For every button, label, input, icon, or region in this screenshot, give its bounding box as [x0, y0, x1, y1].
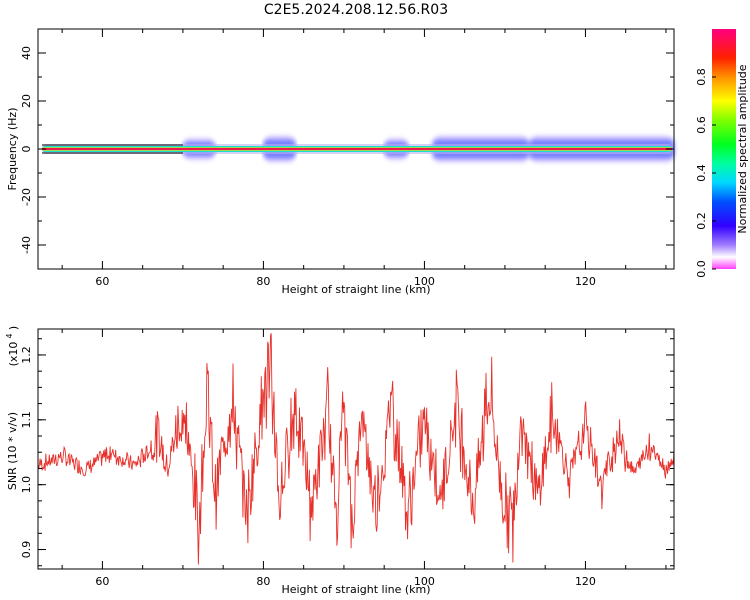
- heatmap-xlabel: Height of straight line (km): [281, 283, 430, 296]
- heatmap-ytick-label: 0: [20, 146, 33, 153]
- snr-ylabel: SNR (10 * v/v): [6, 412, 19, 490]
- frequency-heatmap: 60 80 100 120 -40 -20 0 20 40 Height of straight…: [6, 28, 675, 296]
- heatmap-track: [42, 135, 674, 163]
- snr-ytick-label: 0.9: [20, 541, 33, 559]
- colorbar-tick-label: 0.6: [695, 116, 708, 134]
- snr-xlabel: Height of straight line (km): [281, 583, 430, 596]
- figure-title: C2E5.2024.208.12.56.R03: [264, 2, 448, 18]
- snr-yscale-close: ): [7, 326, 20, 330]
- snr-axis-ticks: 60 80 100 120 0.9 1.0 1.1 1.2: [20, 329, 674, 588]
- heatmap-xtick-label: 80: [256, 275, 270, 288]
- snr-frame: [37, 328, 675, 570]
- colorbar: 0.0 0.2 0.4 0.6 0.8 Normalized spectral ampl…: [695, 29, 749, 278]
- heatmap-xtick-label: 60: [95, 275, 109, 288]
- heatmap-ytick-label: -20: [20, 188, 33, 206]
- snr-yscale-label: (x10: [7, 342, 20, 367]
- snr-xtick-label: 80: [256, 575, 270, 588]
- colorbar-gradient: [712, 29, 736, 269]
- snr-series-line: [37, 333, 675, 565]
- snr-xtick-label: 120: [575, 575, 596, 588]
- snr-xtick-label: 100: [414, 575, 435, 588]
- snr-line-chart: 60 80 100 120 0.9 1.0 1.1 1.2 Height of straigh…: [5, 326, 675, 596]
- snr-ytick-label: 1.1: [20, 411, 33, 429]
- snr-yscale-exponent: 4: [5, 333, 14, 338]
- snr-ytick-label: 1.2: [20, 346, 33, 364]
- heatmap-ytick-label: -40: [20, 236, 33, 254]
- colorbar-tick-label: 0.8: [695, 68, 708, 86]
- snr-yscale: (x10 4 ): [5, 326, 20, 367]
- heatmap-ytick-label: 20: [20, 94, 33, 108]
- heatmap-ytick-label: 40: [20, 46, 33, 60]
- heatmap-axis-ticks: 60 80 100 120 -40 -20 0 20 40: [20, 28, 674, 288]
- heatmap-ylabel: Frequency (Hz): [6, 108, 19, 191]
- heatmap-xtick-label: 100: [414, 275, 435, 288]
- colorbar-tick-label: 0.0: [695, 260, 708, 278]
- colorbar-tick-label: 0.2: [695, 212, 708, 230]
- colorbar-label: Normalized spectral amplitude: [736, 64, 749, 233]
- colorbar-ticks: 0.0 0.2 0.4 0.6 0.8: [695, 68, 716, 278]
- snr-xtick-label: 60: [95, 575, 109, 588]
- colorbar-tick-label: 0.4: [695, 164, 708, 182]
- heatmap-xtick-label: 120: [575, 275, 596, 288]
- snr-ytick-label: 1.0: [20, 476, 33, 494]
